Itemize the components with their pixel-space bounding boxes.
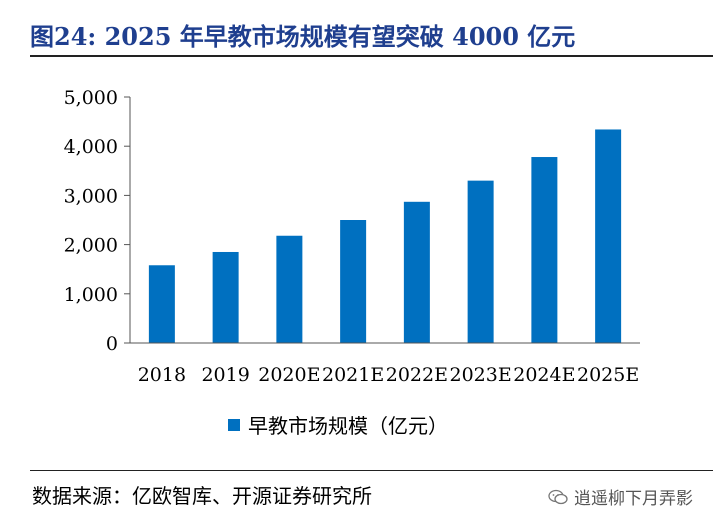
y-tick-label: 0 xyxy=(106,333,118,355)
wechat-icon xyxy=(548,489,568,504)
x-tick-label: 2021E xyxy=(322,364,384,386)
source-note: 数据来源：亿欧智库、开源证券研究所 xyxy=(32,484,372,508)
y-tick-label: 1,000 xyxy=(64,284,118,306)
top-divider xyxy=(30,55,713,57)
bar-2025E xyxy=(595,129,622,343)
y-axis: 0 1,000 2,000 3,000 4,000 5,000 xyxy=(64,87,131,355)
legend-swatch xyxy=(228,418,240,431)
legend-label: 早教市场规模（亿元） xyxy=(248,414,448,438)
x-tick-label: 2023E xyxy=(450,364,512,386)
x-axis: 2018 2019 2020E 2021E 2022E 2023E 2024E 2025E xyxy=(130,342,640,386)
chart-title: 图24: 2025 年早教市场规模有望突破 4000 亿元 xyxy=(30,22,576,51)
x-tick-label: 2019 xyxy=(201,364,249,386)
bar-2018 xyxy=(148,265,175,343)
bottom-divider xyxy=(30,470,713,471)
x-tick-label: 2022E xyxy=(386,364,448,386)
bar-2019 xyxy=(212,251,239,343)
x-tick-label: 2020E xyxy=(258,364,320,386)
x-tick-label: 2025E xyxy=(577,364,639,386)
y-tick-label: 3,000 xyxy=(64,185,118,207)
bars xyxy=(148,129,622,343)
bar-2023E xyxy=(467,180,494,343)
y-tick-label: 2,000 xyxy=(64,235,118,257)
bar-2021E xyxy=(340,220,367,343)
watermark-text: 逍遥柳下月弄影 xyxy=(574,489,693,509)
x-tick-label: 2018 xyxy=(138,364,186,386)
y-tick-label: 5,000 xyxy=(64,87,118,109)
bar-chart: 0 1,000 2,000 3,000 4,000 5,000 2018 2019 2020E… xyxy=(64,87,640,386)
y-tick-label: 4,000 xyxy=(64,136,118,158)
x-tick-label: 2024E xyxy=(513,364,575,386)
bar-2022E xyxy=(403,201,430,343)
bar-2024E xyxy=(531,157,558,343)
legend: 早教市场规模（亿元） xyxy=(228,410,448,439)
bar-2020E xyxy=(276,235,303,343)
watermark: 逍遥柳下月弄影 xyxy=(548,484,693,509)
